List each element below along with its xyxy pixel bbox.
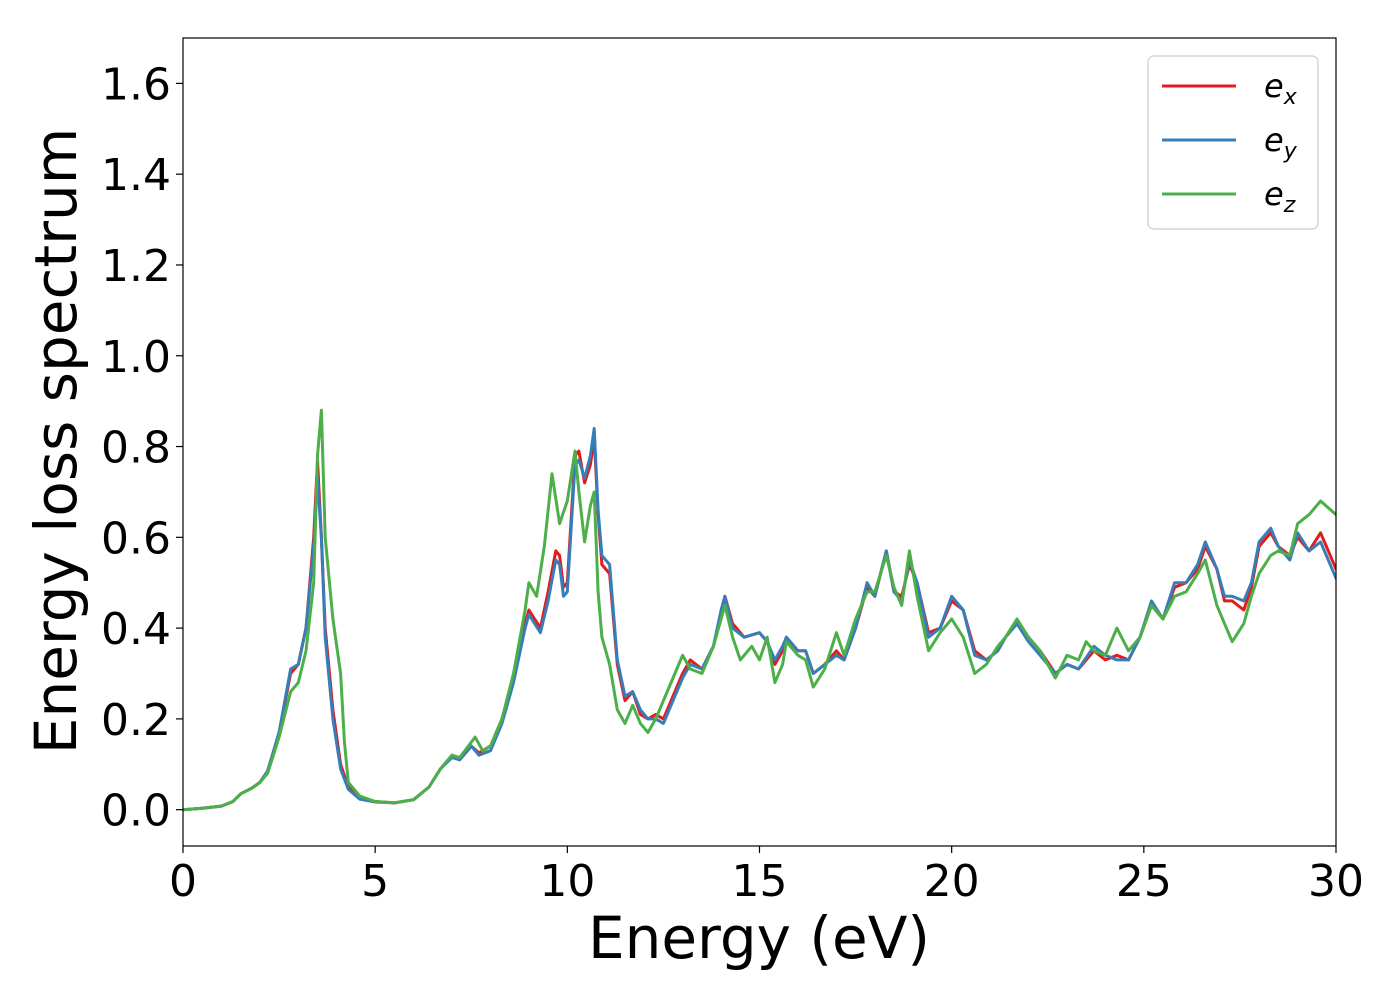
y-tick-label: 0.6 (101, 513, 171, 564)
y-tick-label: 1.6 (101, 59, 171, 110)
axis-ticks: 0 5 10 15 20 25 30 0.0 0.2 0.4 0.6 0.8 1.0 1.2 1.4 1.6 (101, 59, 1364, 907)
series-line-z (183, 408, 1336, 812)
y-tick-label: 0.0 (101, 786, 171, 837)
x-tick-label: 0 (169, 856, 197, 907)
plot-frame (182, 37, 1337, 847)
legend-label-y: ey (1264, 121, 1298, 164)
series-lines (183, 408, 1336, 812)
y-tick-label: 0.4 (101, 604, 171, 655)
x-axis-label: Energy (eV) (588, 904, 930, 972)
x-tick-label: 10 (539, 856, 595, 907)
x-tick-label: 20 (924, 856, 980, 907)
y-tick-label: 1.4 (101, 150, 171, 201)
x-tick-label: 5 (361, 856, 389, 907)
x-tick-label: 30 (1308, 856, 1364, 907)
x-tick-label: 15 (732, 856, 788, 907)
legend-box (1147, 55, 1319, 230)
y-tick-label: 1.0 (101, 332, 171, 383)
y-tick-label: 0.2 (101, 695, 171, 746)
legend-label-z: ez (1264, 175, 1296, 218)
y-tick-label: 1.2 (101, 241, 171, 292)
x-tick-label: 25 (1116, 856, 1172, 907)
legend-label-x: ex (1264, 67, 1298, 110)
y-axis-label: Energy loss spectrum (22, 128, 90, 754)
y-tick-label: 0.8 (101, 423, 171, 474)
legend: ex ey ez (1147, 55, 1319, 230)
